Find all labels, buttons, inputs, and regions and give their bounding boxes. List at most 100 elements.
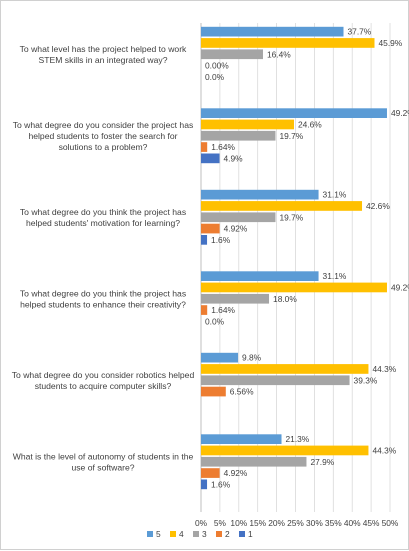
data-label: 44.3% xyxy=(372,364,396,374)
data-label: 31.1% xyxy=(323,190,347,200)
data-label: 49.2% xyxy=(391,108,409,118)
bar xyxy=(201,364,369,374)
data-label: 1.6% xyxy=(211,479,231,489)
bar xyxy=(201,49,263,60)
bar xyxy=(201,293,270,304)
data-label: 4.92% xyxy=(224,468,248,478)
data-label: 6.56% xyxy=(230,387,254,397)
bar xyxy=(201,434,282,444)
data-label: 0.0% xyxy=(205,72,225,82)
legend: 5 4 3 2 1 xyxy=(147,529,253,539)
category-label: To what degree do you consider the proje… xyxy=(13,120,194,152)
data-label: 4.92% xyxy=(224,224,248,234)
bar xyxy=(201,445,369,456)
data-label: 1.64% xyxy=(211,142,235,152)
x-tick-label: 25% xyxy=(287,518,304,528)
x-tick-label: 20% xyxy=(268,518,285,528)
bar xyxy=(201,119,294,130)
category-label-line: To what level has the project helped to … xyxy=(20,44,187,54)
category-label-line: use of software? xyxy=(71,462,134,472)
data-label: 19.7% xyxy=(279,131,303,141)
category-label-line: To what degree do you think the project … xyxy=(20,207,186,217)
data-label: 21.3% xyxy=(286,434,310,444)
value-labels-layer: 37.7%45.9%16.4%0.00%0.0%49.2%24.6%19.7%1… xyxy=(205,27,409,490)
legend-swatch xyxy=(216,531,222,537)
grid-layer xyxy=(219,23,391,512)
data-label: 31.1% xyxy=(323,271,347,281)
category-label-line: STEM skills in an integrated way? xyxy=(39,55,168,65)
data-label: 9.8% xyxy=(242,353,262,363)
bar xyxy=(201,153,220,164)
legend-swatch xyxy=(239,531,245,537)
data-label: 18.0% xyxy=(273,294,297,304)
data-label: 19.7% xyxy=(279,212,303,222)
legend-label: 1 xyxy=(248,529,253,539)
category-label-line: To what degree do you think the project … xyxy=(20,288,186,298)
x-tick-label: 0% xyxy=(195,518,208,528)
category-label-line: To what degree do you consider the proje… xyxy=(13,120,194,130)
x-tick-label: 50% xyxy=(382,518,399,528)
data-label: 44.3% xyxy=(372,445,396,455)
category-label-line: helped students to foster the search for xyxy=(28,131,177,141)
legend-swatch xyxy=(170,531,176,537)
data-label: 4.9% xyxy=(224,153,244,163)
category-label-line: To what degree do you consider robotics … xyxy=(12,370,195,380)
bar xyxy=(201,375,350,386)
category-label-line: students to acquire computer skills? xyxy=(35,381,172,391)
bar xyxy=(201,282,387,293)
category-label: To what degree do you think the project … xyxy=(20,207,186,228)
legend-swatch xyxy=(193,531,199,537)
x-tick-label: 5% xyxy=(214,518,227,528)
category-label-line: helped students to enhance their creativ… xyxy=(20,299,186,309)
x-tick-label: 30% xyxy=(306,518,323,528)
data-label: 37.7% xyxy=(348,27,372,37)
bar xyxy=(201,352,239,363)
data-label: 42.6% xyxy=(366,201,390,211)
category-label: To what level has the project helped to … xyxy=(20,44,187,65)
bar xyxy=(201,108,387,118)
category-label: To what degree do you think the project … xyxy=(20,288,186,309)
bar xyxy=(201,201,363,211)
bar xyxy=(201,26,344,37)
category-label-line: What is the level of autonomy of student… xyxy=(13,451,194,461)
bar xyxy=(201,468,220,478)
data-label: 0.0% xyxy=(205,316,225,326)
data-label: 27.9% xyxy=(310,457,334,467)
bar xyxy=(201,386,226,397)
x-tick-label: 40% xyxy=(344,518,361,528)
bar xyxy=(201,271,319,281)
legend-label: 2 xyxy=(225,529,230,539)
bar xyxy=(201,142,208,152)
data-label: 39.3% xyxy=(354,375,378,385)
data-label: 24.6% xyxy=(298,119,322,129)
bar xyxy=(201,235,208,245)
data-label: 49.2% xyxy=(391,282,409,292)
category-label-line: helped students' motivation for learning… xyxy=(26,218,180,228)
bar xyxy=(201,38,375,48)
category-label: To what degree do you consider robotics … xyxy=(12,370,195,391)
bar xyxy=(201,130,276,141)
category-labels-layer: To what level has the project helped to … xyxy=(12,44,195,473)
legend-label: 4 xyxy=(179,529,184,539)
legend-label: 5 xyxy=(156,529,161,539)
bar xyxy=(201,456,307,467)
category-label: What is the level of autonomy of student… xyxy=(13,451,194,472)
bars-layer xyxy=(201,26,387,490)
tick-labels-layer: 0% 5% 10% 15% 20% 25% 30% 35% 40% 45% 50% xyxy=(195,518,399,528)
x-tick-label: 10% xyxy=(230,518,247,528)
x-tick-label: 45% xyxy=(363,518,380,528)
data-label: 1.64% xyxy=(211,305,235,315)
data-label: 0.00% xyxy=(205,61,229,71)
data-label: 16.4% xyxy=(267,49,291,59)
legend-label: 3 xyxy=(202,529,207,539)
bar xyxy=(201,479,208,490)
bar xyxy=(201,212,276,223)
bar xyxy=(201,305,208,315)
category-label-line: solutions to a problem? xyxy=(59,142,148,152)
legend-swatch xyxy=(147,531,153,537)
bar xyxy=(201,223,220,234)
x-tick-label: 35% xyxy=(325,518,342,528)
data-label: 45.9% xyxy=(379,38,403,48)
